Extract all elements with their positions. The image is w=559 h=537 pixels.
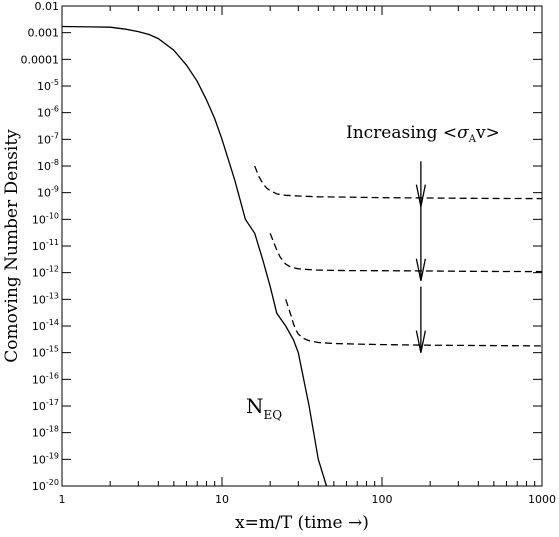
arrow-group [415, 161, 427, 353]
x-tick-label: 100 [372, 493, 393, 506]
equilibrium-curve [61, 25, 328, 487]
neq-subscript: EQ [264, 408, 283, 422]
x-axis-label: x=m/T (time →) [235, 513, 369, 533]
down-arrow [415, 206, 427, 281]
y-tick-label: 10-5 [37, 78, 59, 93]
freezeout-curve-2 [269, 233, 543, 273]
y-axis-label: Comoving Number Density [2, 129, 22, 363]
y-tick-label: 10-20 [32, 478, 59, 493]
y-tick-label: 0.0001 [21, 53, 60, 66]
y-tick-label: 10-13 [32, 291, 59, 306]
y-tick-label: 10-14 [32, 318, 59, 333]
y-tick-label: 10-17 [32, 398, 59, 413]
neq-label: NEQ [246, 394, 282, 422]
y-tick-label: 10-9 [37, 185, 59, 200]
down-arrow [415, 286, 427, 353]
x-tick-label: 1 [59, 493, 66, 506]
x-tick-labels: 1 10 100 1000 [59, 493, 557, 506]
y-tick-label: 0.001 [28, 27, 60, 40]
x-tick-label: 10 [215, 493, 229, 506]
sigma-symbol: σ [457, 123, 469, 143]
increasing-prefix: Increasing < [346, 123, 457, 143]
y-tick-label: 10-12 [32, 265, 59, 280]
y-tick-label: 10-7 [37, 131, 59, 146]
y-tick-label: 10-8 [37, 158, 59, 173]
increasing-annotation: Increasing <σAv> [346, 123, 500, 145]
neq-main: N [246, 394, 264, 418]
series-group [61, 25, 543, 487]
y-tick-label: 10-11 [32, 238, 59, 253]
y-tick-label: 10-16 [32, 371, 59, 386]
y-tick-label: 10-18 [32, 425, 59, 440]
axis-ticks [61, 5, 542, 487]
down-arrow [415, 161, 427, 207]
y-tick-labels: 0.01 0.001 0.0001 10-5 10-6 10-7 10-8 10-9 10-10… [21, 0, 60, 493]
sigma-subscript: A [468, 134, 477, 145]
y-tick-label: 10-6 [37, 105, 59, 120]
plot-frame [61, 5, 543, 487]
y-tick-label: 0.01 [35, 0, 60, 13]
freezeout-curve-3 [285, 299, 543, 347]
x-tick-label: 1000 [528, 493, 556, 506]
increasing-suffix: v> [475, 123, 500, 143]
y-tick-label: 10-10 [32, 211, 59, 226]
y-tick-label: 10-19 [32, 451, 59, 466]
freezeout-curve-1 [254, 165, 543, 200]
y-tick-label: 10-15 [32, 345, 59, 360]
